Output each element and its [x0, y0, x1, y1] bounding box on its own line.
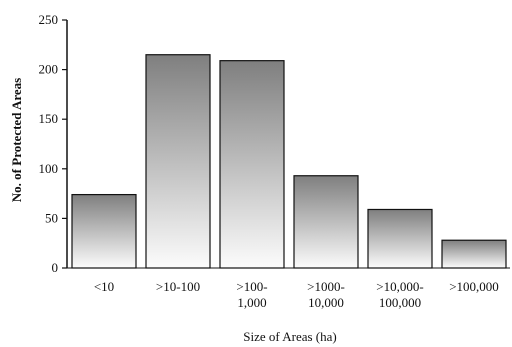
x-tick-label: <10	[94, 279, 114, 294]
bars	[71, 54, 507, 269]
y-tick-label: 150	[39, 111, 59, 126]
x-tick-label: >10-100	[156, 279, 200, 294]
bar	[367, 208, 433, 269]
y-axis-ticks: 0 50 100 150 200 250	[39, 12, 67, 275]
x-tick-label-line: 1,000	[237, 295, 266, 310]
x-tick-label-line: >10-100	[156, 279, 200, 294]
y-tick-label: 0	[52, 260, 59, 275]
x-tick-label-line: >100,000	[449, 279, 499, 294]
x-tick-label-line: <10	[94, 279, 114, 294]
bar	[71, 193, 137, 269]
bar	[219, 60, 285, 269]
x-axis-title: Size of Areas (ha)	[243, 329, 337, 344]
x-tick-label-line: >10,000-	[376, 279, 423, 294]
x-tick-label-line: >1000-	[307, 279, 345, 294]
x-tick-label-line: 10,000	[308, 295, 344, 310]
x-tick-label: >100,000	[449, 279, 499, 294]
x-axis-ticks: <10 >10-100 >100-1,000 >1000-10,000 >10,000-…	[94, 279, 499, 310]
y-axis-title: No. of Protected Areas	[9, 78, 24, 202]
x-tick-label: >10,000-100,000	[376, 279, 423, 310]
bar	[145, 54, 211, 269]
y-tick-label: 250	[39, 12, 59, 27]
bar	[293, 175, 359, 269]
x-tick-label: >1000-10,000	[307, 279, 345, 310]
y-tick-label: 100	[39, 161, 59, 176]
bar	[441, 239, 507, 269]
x-tick-label-line: 100,000	[379, 295, 421, 310]
y-tick-label: 200	[39, 62, 59, 77]
y-tick-label: 50	[45, 210, 58, 225]
x-tick-label-line: >100-	[236, 279, 267, 294]
x-tick-label: >100-1,000	[236, 279, 267, 310]
